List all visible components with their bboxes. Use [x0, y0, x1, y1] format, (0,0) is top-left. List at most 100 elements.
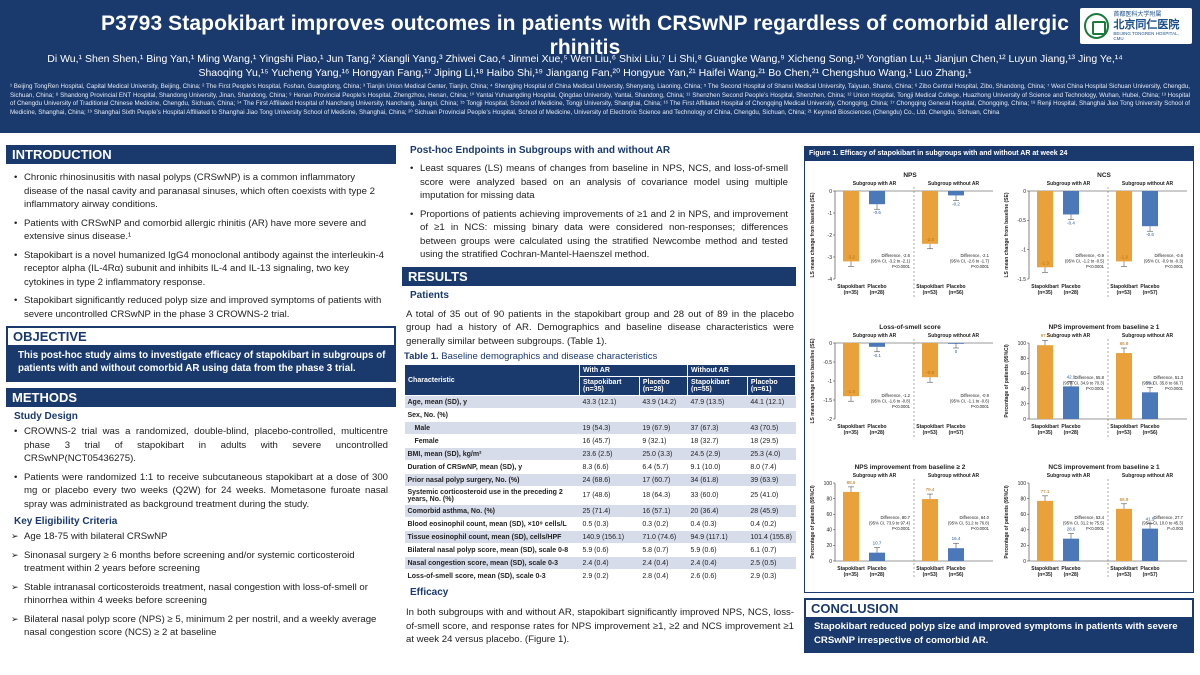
category-n-label: (n=57)	[1143, 572, 1158, 578]
table-cell: 18 (29.5)	[747, 434, 796, 448]
table-row: Comorbid asthma, No. (%) 25 (71.4) 16 (57.…	[404, 504, 796, 518]
chart-y-tick-label: -3	[828, 255, 833, 261]
subgroup-label: Subgroup with AR	[1047, 333, 1091, 339]
table-row-label: Sex, No. (%)	[404, 408, 580, 422]
subgroup-label: Subgroup without AR	[1122, 473, 1174, 479]
placebo-bar	[1142, 191, 1158, 227]
placebo-bar	[1063, 191, 1079, 215]
stapokibart-bar	[843, 343, 859, 397]
chart-y-tick-label: 20	[1020, 402, 1026, 408]
category-label: Placebo	[1140, 566, 1159, 572]
objective-text: This post-hoc study aims to investigate …	[6, 345, 396, 382]
logo-cn-small: 首都医科大学附属	[1113, 11, 1162, 18]
table-row: Loss-of-smell score, mean (SD), scale 0-…	[404, 569, 796, 583]
chart-y-tick-label: 20	[1020, 543, 1026, 549]
bar-value-label: -1.2	[1120, 254, 1128, 259]
poster-title: P3793 Stapokibart improves outcomes in p…	[101, 12, 1069, 59]
category-n-label: (n=57)	[949, 430, 964, 436]
table-cell: 6.1 (0.7)	[747, 543, 796, 557]
difference-annotation: P=0.003	[1167, 526, 1183, 531]
conclusion-text: Stapokibart reduced polyp size and impro…	[804, 617, 1194, 653]
table-cell: 44.1 (12.1)	[747, 395, 796, 409]
table-cell: 8.0 (7.4)	[747, 460, 796, 474]
table-cell: 43 (70.5)	[747, 421, 796, 435]
chart-y-tick-label: -0.5	[1017, 218, 1026, 224]
table-cell: 2.5 (0.5)	[747, 556, 796, 570]
table-header-without-ar: Without AR	[687, 364, 796, 377]
bar-value-label: 41.5	[1146, 517, 1155, 522]
placebo-bar	[1063, 538, 1079, 561]
difference-annotation: P<0.0001	[1086, 264, 1105, 269]
chart-y-tick-label: -1.5	[823, 398, 832, 404]
subgroup-label: Subgroup without AR	[928, 181, 980, 187]
difference-annotation: (95% CI, -3.2 to -2.1)	[871, 259, 911, 264]
difference-annotation: P<0.0001	[1165, 386, 1184, 391]
chart-y-tick-label: 0	[1023, 189, 1026, 195]
intro-bullet-item: Stapokibart significantly reduced polyp …	[14, 294, 388, 321]
category-label: Stapokibart	[1110, 284, 1138, 290]
category-n-label: (n=53)	[1117, 430, 1132, 436]
category-n-label: (n=35)	[1038, 290, 1053, 296]
bar-value-label: 86.8	[1120, 341, 1129, 346]
difference-annotation: Difference, 51.3	[1154, 375, 1184, 380]
difference-annotation: (95% CI, -0.9 to -0.3)	[1144, 259, 1184, 264]
author-list: Di Wu,¹ Shen Shen,¹ Bing Yan,¹ Ming Wang…	[47, 53, 1123, 79]
bar-value-label: 97.1	[1041, 333, 1050, 338]
category-n-label: (n=28)	[870, 572, 885, 578]
eligibility-list: Age 18-75 with bilateral CRSwNP Sinonasal…	[6, 530, 396, 640]
bar-value-label: 35.1	[1146, 380, 1155, 385]
eligibility-bullet-item: Bilateral nasal polyp score (NPS) ≥ 5, m…	[11, 613, 388, 640]
chart-y-label: Percentage of patients (95%CI)	[810, 485, 816, 559]
chart-y-tick-label: -1	[828, 379, 833, 385]
category-n-label: (n=35)	[844, 572, 859, 578]
table-cell: 25 (41.0)	[747, 486, 796, 505]
difference-annotation: (95% CI, 10.0 to 45.3)	[1142, 521, 1184, 526]
chart-y-label: LS mean change from baseline (SE)	[810, 338, 816, 423]
posthoc-heading: Post-hoc Endpoints in Subgroups with and…	[410, 145, 671, 156]
category-n-label: (n=35)	[844, 430, 859, 436]
difference-annotation: Difference, 53.4	[1075, 515, 1105, 520]
chart-y-tick-label: 80	[1020, 356, 1026, 362]
intro-list: Chronic rhinosinusitis with nasal polyps…	[6, 171, 396, 321]
category-n-label: (n=56)	[1143, 430, 1158, 436]
table-cell: 6.4 (5.7)	[639, 460, 688, 474]
table-cell: 25.3 (4.0)	[747, 447, 796, 461]
eligibility-bullet-item: Stable intranasal corticosteroids treatm…	[11, 581, 388, 608]
table-row: Nasal congestion score, mean (SD), scale…	[404, 556, 796, 570]
conclusion-heading-wrap: CONCLUSION	[804, 598, 1194, 617]
table-cell: 24.5 (2.9)	[687, 447, 748, 461]
table-col-header: Stapokibart (n=35)	[579, 376, 640, 396]
figure-1-charts: NPS LS mean change from baseline (SE) 0 -1 -…	[810, 172, 1187, 579]
placebo-bar	[1142, 392, 1158, 419]
chart-y-tick-label: 80	[1020, 496, 1026, 502]
table-row: Female 16 (45.7) 9 (32.1) 18 (32.7) 18 (29.5…	[404, 434, 796, 448]
stapokibart-bar	[843, 491, 859, 561]
table-cell	[579, 408, 640, 422]
table-cell: 43.3 (12.1)	[579, 395, 640, 409]
category-label: Stapokibart	[1110, 566, 1138, 572]
table-col-header: Placebo (n=28)	[638, 376, 689, 396]
category-n-label: (n=53)	[923, 430, 938, 436]
table-row: Sex, No. (%)	[404, 408, 796, 422]
eligibility-heading: Key Eligibility Criteria	[14, 516, 118, 527]
table-row: Blood eosinophil count, mean (SD), ×10⁹ …	[404, 517, 796, 531]
category-label: Stapokibart	[1031, 566, 1059, 572]
table-cell: 23.6 (2.5)	[579, 447, 640, 461]
chart-y-label: LS mean change from baseline (SE)	[1004, 192, 1010, 277]
bar-value-label: -0.2	[952, 201, 960, 206]
table-cell: 2.8 (0.4)	[639, 569, 688, 583]
table-cell: 0.4 (0.2)	[747, 517, 796, 531]
difference-annotation: (95% CI, -1.2 to -0.5)	[1065, 259, 1105, 264]
logo-en: BEIJING TONGREN HOSPITAL, CMU	[1113, 30, 1179, 41]
category-n-label: (n=35)	[1038, 430, 1053, 436]
chart-title: NPS improvement from baseline ≥ 1	[1049, 324, 1160, 331]
table-row: BMI, mean (SD), kg/m² 23.6 (2.5) 25.0 (3.3…	[404, 447, 796, 461]
placebo-bar	[948, 548, 964, 561]
table-cell: 94.9 (117.1)	[687, 530, 748, 544]
table-row: Prior nasal polyp surgery, No. (%) 24 (68…	[404, 473, 796, 487]
stapokibart-bar	[1037, 345, 1053, 419]
chart-y-tick-label: 100	[1018, 341, 1027, 347]
difference-annotation: P<0.0001	[1086, 526, 1105, 531]
table-row: Age, mean (SD), y 43.3 (12.1) 43.9 (14.2) 4…	[404, 395, 796, 409]
difference-annotation: P<0.0001	[971, 404, 990, 409]
